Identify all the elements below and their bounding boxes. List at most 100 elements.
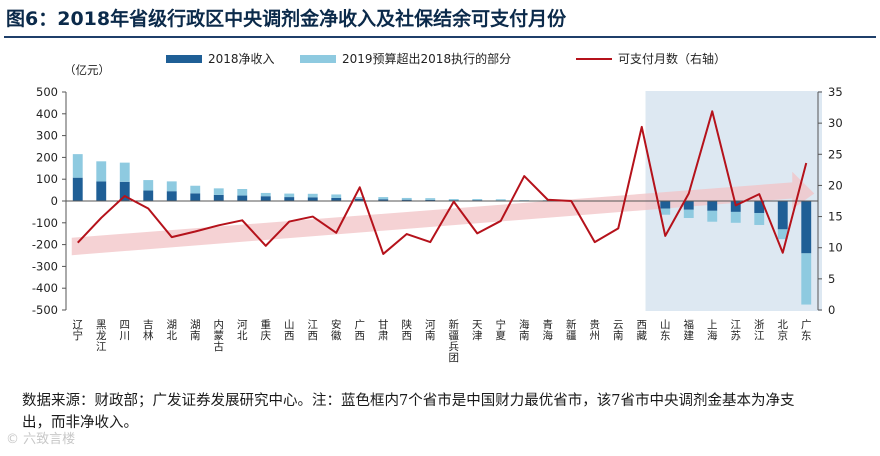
x-tick-label: 天津 — [472, 319, 483, 342]
x-tick-label: 北京 — [778, 319, 789, 342]
bar-net-income — [190, 193, 201, 201]
x-tick-label: 西藏 — [637, 319, 648, 342]
bar-net-income — [378, 199, 389, 201]
left-tick-label: -300 — [32, 259, 58, 273]
legend-label: 2018净收入 — [208, 52, 275, 66]
bar-budget-excess — [754, 212, 765, 225]
bar-budget-excess — [801, 253, 812, 305]
bar-budget-excess — [448, 199, 459, 201]
right-tick-label: 10 — [828, 241, 843, 255]
bar-budget-excess — [331, 194, 342, 198]
y-unit-label: （亿元） — [64, 63, 110, 77]
title-rule — [4, 36, 876, 38]
bar-budget-excess — [260, 192, 271, 197]
bar-budget-excess — [401, 197, 412, 200]
legend-label: 可支付月数（右轴） — [618, 51, 726, 66]
right-tick-label: 25 — [828, 147, 843, 161]
right-tick-label: 20 — [828, 178, 843, 192]
x-tick-label: 湖北 — [167, 319, 178, 342]
x-tick-label: 山西 — [284, 319, 295, 342]
bar-net-income — [707, 201, 718, 211]
bar-budget-excess — [495, 199, 506, 201]
bar-net-income — [213, 194, 224, 201]
x-tick-label: 安徽 — [331, 318, 342, 342]
x-tick-label: 河南 — [425, 319, 436, 342]
bar-budget-excess — [707, 210, 718, 222]
bar-budget-excess — [683, 209, 694, 219]
bar-net-income — [777, 201, 788, 230]
left-tick-label: -400 — [32, 281, 58, 295]
x-tick-label: 宁夏 — [496, 318, 507, 342]
left-tick-label: -100 — [32, 216, 58, 230]
bar-net-income — [730, 201, 741, 212]
left-tick-label: 300 — [36, 129, 58, 143]
right-tick-label: 30 — [828, 116, 843, 130]
bar-budget-excess — [307, 193, 318, 198]
left-tick-label: 400 — [36, 107, 58, 121]
x-tick-label: 青海 — [543, 318, 554, 342]
x-tick-label: 上海 — [707, 319, 718, 342]
left-tick-label: 500 — [36, 85, 58, 99]
x-tick-label: 陕西 — [402, 318, 413, 342]
bar-net-income — [143, 190, 154, 201]
bar-budget-excess — [354, 197, 365, 199]
bar-net-income — [801, 201, 812, 254]
bar-budget-excess — [777, 229, 788, 240]
x-tick-label: 广西 — [355, 319, 366, 342]
legend-swatch — [166, 55, 202, 63]
left-tick-label: -200 — [32, 238, 58, 252]
right-tick-label: 5 — [828, 272, 835, 286]
left-tick-label: 0 — [51, 194, 58, 208]
bar-budget-excess — [190, 185, 201, 194]
bar-budget-excess — [143, 180, 154, 191]
x-tick-label: 四川 — [120, 319, 131, 342]
right-tick-label: 0 — [828, 303, 835, 317]
x-tick-label: 甘肃 — [378, 318, 389, 342]
bar-net-income — [331, 197, 342, 201]
bar-net-income — [96, 181, 107, 201]
right-tick-label: 35 — [828, 85, 843, 99]
months-line — [77, 110, 808, 255]
bar-net-income — [354, 198, 365, 201]
x-tick-label: 广东 — [801, 319, 812, 342]
bar-net-income — [401, 199, 412, 201]
bar-net-income — [72, 177, 83, 201]
x-tick-label: 河北 — [237, 319, 248, 342]
chart: -500 -400 -300 -200 -100 0 100 200 300 400 500 0 5 10… — [32, 51, 843, 364]
bar-budget-excess — [425, 198, 436, 200]
bar-budget-excess — [119, 162, 130, 182]
bar-budget-excess — [96, 161, 107, 182]
x-tick-label: 黑龙江 — [96, 319, 107, 353]
x-tick-label: 山东 — [660, 319, 671, 342]
bar-net-income — [754, 201, 765, 213]
x-tick-label: 重庆 — [261, 318, 272, 342]
bar-budget-excess — [472, 199, 483, 201]
x-tick-label: 湖南 — [190, 319, 201, 342]
bar-net-income — [166, 191, 177, 201]
x-tick-label: 浙江 — [754, 319, 765, 342]
legend-swatch — [300, 55, 336, 63]
trend-arrow — [71, 171, 815, 256]
x-tick-label: 吉林 — [143, 319, 154, 342]
source-note: 数据来源：财政部；广发证券发展研究中心。注：蓝色框内7个省市是中国财力最优省市，… — [22, 393, 795, 431]
bar-budget-excess — [237, 189, 248, 196]
bar-budget-excess — [378, 197, 389, 200]
x-tick-label: 内蒙古 — [214, 318, 225, 353]
bar-budget-excess — [166, 181, 177, 192]
left-tick-label: -500 — [32, 303, 58, 317]
x-tick-label: 海南 — [519, 318, 530, 342]
watermark: © 六致言楼 — [6, 432, 76, 447]
bar-net-income — [237, 195, 248, 201]
bar-net-income — [425, 199, 436, 201]
right-tick-label: 15 — [828, 210, 843, 224]
x-tick-label: 江苏 — [731, 319, 742, 342]
chart-title: 图6：2018年省级行政区中央调剂金净收入及社保结余可支付月份 — [6, 8, 567, 30]
x-tick-label: 江西 — [308, 319, 319, 342]
x-tick-label: 辽宁 — [73, 319, 84, 342]
bar-net-income — [683, 201, 694, 210]
bar-budget-excess — [660, 208, 671, 215]
bar-net-income — [284, 197, 295, 201]
x-tick-label: 新疆兵团 — [449, 318, 460, 364]
bar-budget-excess — [730, 211, 741, 223]
bar-budget-excess — [284, 193, 295, 198]
